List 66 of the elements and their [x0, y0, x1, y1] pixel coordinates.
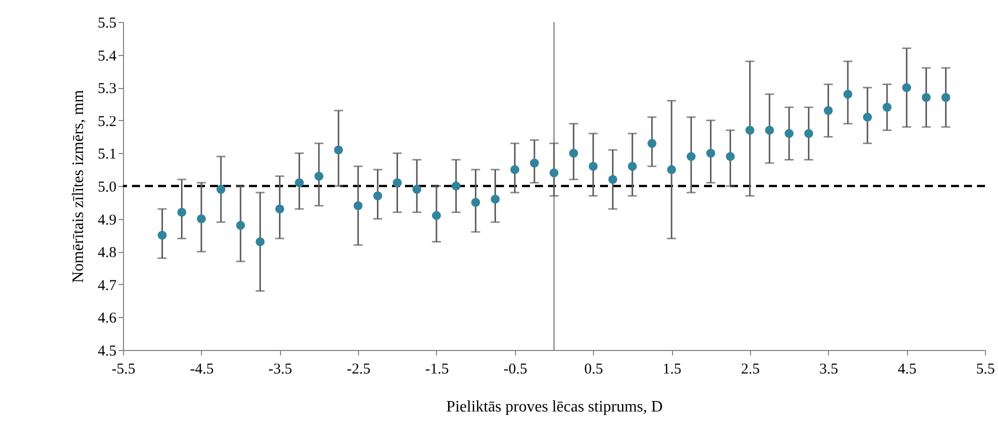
point: [490, 194, 500, 204]
point: [941, 92, 950, 102]
point: [765, 126, 774, 135]
x-tick-label: -4.5: [190, 362, 214, 378]
y-tick-label: 5.3: [98, 81, 116, 98]
y-tick-label: 4.9: [98, 212, 116, 228]
point: [550, 168, 558, 178]
point: [314, 172, 324, 181]
point: [334, 145, 343, 154]
x-tick-label: 3.5: [819, 362, 838, 378]
point: [686, 152, 696, 161]
y-tick-label: 5.1: [98, 146, 116, 163]
x-tick-label: 4.5: [898, 362, 917, 378]
point: [236, 220, 246, 230]
point: [294, 178, 304, 188]
point: [158, 230, 167, 240]
point: [588, 162, 598, 171]
point: [882, 102, 892, 112]
x-tick-label: 5.5: [976, 362, 995, 378]
point: [667, 165, 676, 174]
y-tick-label: 5.0: [98, 180, 116, 196]
point: [275, 204, 284, 214]
point: [412, 184, 422, 194]
point: [510, 165, 520, 174]
point: [452, 182, 461, 190]
point: [569, 148, 578, 158]
x-tick-label: 2.5: [741, 362, 760, 378]
point: [843, 90, 852, 99]
point: [177, 208, 186, 217]
point: [804, 129, 814, 138]
point: [706, 148, 716, 158]
point: [922, 92, 931, 102]
point: [196, 214, 206, 224]
x-tick-label: 0.5: [584, 362, 604, 378]
x-tick-label: -3.5: [268, 362, 292, 378]
point: [862, 112, 872, 122]
y-tick-label: 4.5: [98, 344, 116, 360]
x-tick-label: -5.5: [112, 362, 136, 378]
point: [471, 198, 480, 207]
y-tick-label: 4.7: [98, 278, 117, 294]
point: [392, 178, 402, 188]
y-tick-label: 5.4: [98, 48, 117, 64]
point: [432, 211, 441, 220]
point: [216, 184, 226, 194]
point: [726, 152, 735, 161]
y-tick-label: 4.6: [98, 310, 117, 327]
x-tick-label: 1.5: [662, 362, 682, 378]
point: [824, 106, 833, 116]
point: [628, 162, 637, 171]
x-tick-label: -2.5: [346, 362, 370, 378]
point: [373, 191, 382, 200]
x-axis-title: Pieliktās proves lēcas stiprums, D: [446, 398, 663, 416]
point: [647, 138, 656, 148]
y-tick-label: 5.2: [98, 114, 116, 130]
x-tick-label: -0.5: [503, 362, 528, 378]
point: [256, 237, 265, 246]
point: [530, 158, 539, 168]
point: [354, 201, 363, 210]
y-axis-title: Nomērītais zīlītes izmērs, mm: [70, 90, 87, 283]
point: [745, 126, 754, 135]
y-tick-label: 4.8: [98, 245, 116, 262]
point: [902, 83, 912, 92]
point: [784, 129, 794, 138]
x-tick-label: -1.5: [425, 362, 449, 378]
y-tick-label: 5.5: [98, 16, 116, 32]
point: [608, 174, 618, 184]
